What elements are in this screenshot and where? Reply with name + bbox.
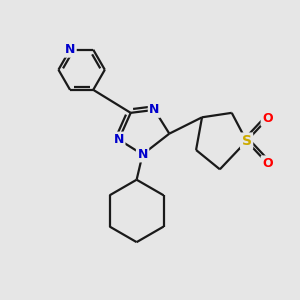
Text: N: N	[65, 43, 75, 56]
Text: N: N	[137, 148, 148, 161]
Text: N: N	[149, 103, 160, 116]
Text: S: S	[242, 134, 252, 148]
Text: O: O	[262, 112, 273, 125]
Text: O: O	[262, 157, 273, 170]
Text: N: N	[114, 133, 124, 146]
